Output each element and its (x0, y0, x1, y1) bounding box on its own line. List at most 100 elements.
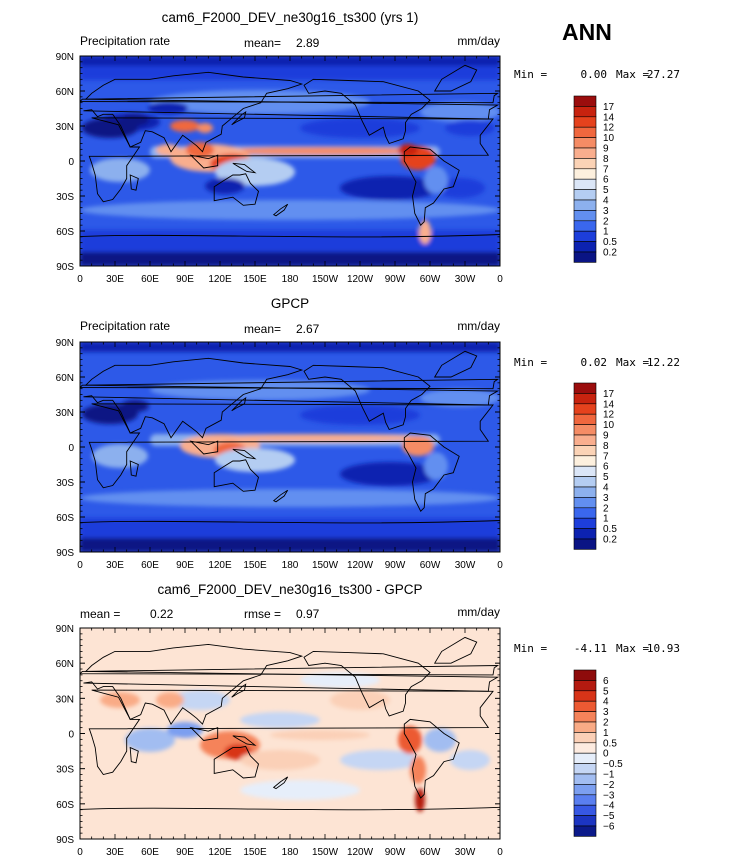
min-value: 0.02 (581, 356, 608, 369)
mean-label: mean= (244, 322, 281, 336)
colorbar-swatch (573, 794, 597, 806)
colorbar-label: 2 (603, 216, 609, 227)
colorbar-swatch (573, 669, 597, 681)
lon-label: 60E (141, 274, 159, 285)
colorbar-label: 17 (603, 389, 615, 400)
colorbar-swatch (573, 680, 597, 692)
lon-label: 120E (208, 560, 232, 571)
coastline (129, 746, 139, 764)
coastline (232, 448, 257, 460)
colorbar-label: 14 (603, 399, 615, 410)
lon-label: 90E (176, 847, 194, 858)
colorbar-swatch (573, 106, 597, 118)
lon-label: 120E (208, 847, 232, 858)
colorbar-label: 3 (603, 493, 609, 504)
lat-label: 60S (56, 227, 74, 238)
lat-label: 90N (56, 624, 74, 635)
lon-label: 90E (176, 274, 194, 285)
coastlines (80, 64, 500, 811)
lon-label: 180 (282, 274, 299, 285)
lat-label: 0 (68, 730, 74, 741)
lat-label: 90S (56, 548, 74, 559)
lat-label: 30S (56, 765, 74, 776)
lon-label: 30W (455, 274, 476, 285)
panel-title: cam6_F2000_DEV_ne30g16_ts300 - GPCP (158, 582, 423, 597)
coastline (129, 174, 139, 191)
coastline (403, 718, 460, 799)
lon-label: 0 (497, 560, 503, 571)
colorbar-swatch (573, 251, 597, 263)
coastline (189, 440, 219, 455)
lon-label: 90W (385, 847, 406, 858)
coastline (80, 378, 500, 390)
coastline (88, 117, 494, 203)
lat-label: 0 (68, 157, 74, 168)
colorbar-label: −0.5 (603, 759, 623, 770)
lon-label: 90W (385, 274, 406, 285)
lat-label: 30N (56, 408, 74, 419)
colorbar-swatch (573, 752, 597, 764)
lat-label: 90N (56, 338, 74, 349)
colorbar: Min = 0.00 Max =27.27 171412109876543210.50… (514, 68, 680, 263)
coastline (80, 520, 500, 524)
coastline (213, 459, 260, 492)
colorbar-label: 0.2 (603, 535, 617, 546)
colorbar-label: 0 (603, 749, 609, 760)
colorbar-swatch (573, 445, 597, 457)
colorbar-swatch (573, 241, 597, 253)
panel-title: cam6_F2000_DEV_ne30g16_ts300 (yrs 1) (162, 10, 419, 25)
max-label: Max = (616, 68, 649, 81)
colorbar-swatch (573, 517, 597, 529)
colorbar-label: 12 (603, 410, 615, 421)
lon-label: 0 (77, 274, 83, 285)
lon-label: 120E (208, 274, 232, 285)
variable-label: Precipitation rate (80, 34, 170, 48)
coastline-panel (80, 636, 500, 811)
colorbar-swatch (573, 538, 597, 550)
colorbar-label: 6 (603, 462, 609, 473)
colorbar-swatch (573, 230, 597, 242)
coastline (303, 650, 431, 717)
lat-label: 30N (56, 122, 74, 133)
colorbar-swatch (573, 476, 597, 488)
coastline (88, 403, 494, 489)
colorbar-label: 6 (603, 175, 609, 186)
coastline (213, 745, 260, 779)
lon-label: 180 (282, 560, 299, 571)
coastline-panel (80, 350, 500, 524)
colorbar-label: 1 (603, 728, 609, 739)
colorbar-swatch (573, 403, 597, 415)
coastline (83, 357, 500, 439)
variable-label: Precipitation rate (80, 319, 170, 333)
coastline (80, 806, 500, 811)
colorbar-swatch (573, 424, 597, 436)
colorbar-swatch (573, 210, 597, 222)
min-value: -4.11 (574, 642, 607, 655)
lat-label: 0 (68, 443, 74, 454)
min-label: Min = (514, 356, 547, 369)
colorbar-label: 3 (603, 206, 609, 217)
lon-label: 30E (106, 560, 124, 571)
coastline (403, 146, 460, 226)
colorbar-label: −1 (603, 770, 615, 781)
colorbar-swatch (573, 721, 597, 733)
colorbar-label: −4 (603, 801, 615, 812)
colorbar-label: 8 (603, 154, 609, 165)
mean-value: 2.67 (296, 322, 320, 336)
colorbar-label: 14 (603, 112, 615, 123)
colorbar-swatch (573, 804, 597, 816)
panel-model: cam6_F2000_DEV_ne30g16_ts300 (yrs 1) Pre… (80, 10, 500, 266)
colorbar-swatch (573, 497, 597, 509)
colorbar-label: 7 (603, 451, 609, 462)
colorbar-swatch (573, 784, 597, 796)
lon-label: 120W (347, 847, 374, 858)
lon-label: 180 (282, 847, 299, 858)
rmse-value: 0.97 (296, 607, 320, 621)
panel-diff: cam6_F2000_DEV_ne30g16_ts300 - GPCP mean… (80, 582, 500, 839)
colorbar-label: 10 (603, 133, 615, 144)
precip-map (80, 342, 500, 552)
colorbar-label: 10 (603, 420, 615, 431)
coastline (189, 154, 219, 169)
lon-label: 60W (420, 274, 441, 285)
